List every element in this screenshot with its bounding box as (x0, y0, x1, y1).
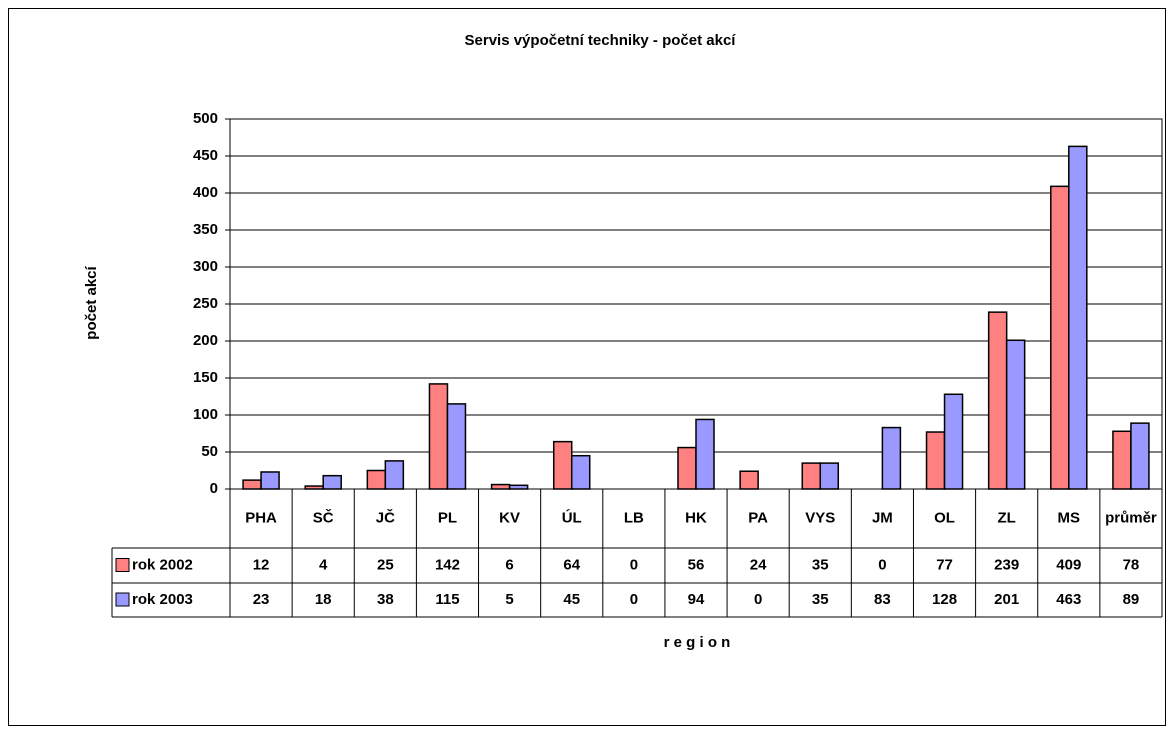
bar (260, 471, 280, 490)
table-value: 38 (377, 591, 394, 608)
bar (801, 462, 822, 490)
bar (1005, 339, 1026, 490)
x-tick-label: PL (438, 509, 457, 526)
x-axis-label: r e g i o n (664, 634, 731, 651)
bar (508, 484, 529, 490)
table-value: 0 (754, 591, 762, 608)
x-tick-label: MS (1058, 509, 1081, 526)
bar (322, 474, 342, 490)
bar (366, 469, 387, 490)
table-value: 77 (936, 556, 953, 573)
x-tick-label: ZL (998, 509, 1016, 526)
y-tick-label: 300 (193, 258, 218, 275)
x-tick-label: průměr (1105, 509, 1157, 526)
table-value: 35 (812, 556, 829, 573)
bar (987, 311, 1008, 490)
bar (925, 431, 946, 490)
bar (446, 403, 467, 490)
table-value: 12 (253, 556, 270, 573)
legend-key (115, 592, 130, 607)
table-value: 4 (319, 556, 328, 573)
y-tick-label: 350 (193, 221, 218, 238)
bar (677, 446, 697, 490)
bar (242, 479, 262, 490)
y-tick-label: 250 (193, 295, 218, 312)
x-tick-label: HK (685, 509, 707, 526)
legend-label: rok 2003 (132, 591, 193, 608)
bar (384, 460, 405, 490)
table-value: 142 (435, 556, 460, 573)
y-tick-label: 400 (193, 184, 218, 201)
table-value: 128 (932, 591, 957, 608)
table-value: 239 (994, 556, 1019, 573)
y-tick-label: 0 (210, 480, 218, 497)
x-tick-label: JČ (376, 508, 395, 526)
table-value: 89 (1123, 591, 1140, 608)
x-tick-label: ÚL (562, 508, 582, 526)
x-tick-label: PA (748, 509, 768, 526)
table-value: 463 (1056, 591, 1081, 608)
table-value: 6 (505, 556, 513, 573)
table-value: 24 (750, 556, 767, 573)
bar (1130, 422, 1150, 490)
x-tick-label: SČ (313, 508, 334, 526)
table-value: 409 (1056, 556, 1081, 573)
x-tick-label: VYS (805, 509, 835, 526)
bar (1050, 185, 1070, 490)
table-value: 83 (874, 591, 891, 608)
chart-title: Servis výpočetní techniky - počet akcí (465, 32, 737, 49)
bar (490, 483, 511, 490)
table-value: 0 (630, 556, 638, 573)
bar (1112, 430, 1132, 490)
y-tick-label: 200 (193, 332, 218, 349)
x-tick-label: LB (624, 509, 644, 526)
bar (695, 418, 715, 490)
table-value: 0 (630, 591, 638, 608)
y-axis-label: počet akcí (83, 265, 100, 339)
table-value: 201 (994, 591, 1019, 608)
y-tick-label: 100 (193, 406, 218, 423)
legend-key (115, 558, 130, 572)
bar (570, 454, 591, 490)
x-tick-label: KV (499, 509, 520, 526)
table-value: 56 (688, 556, 705, 573)
y-tick-label: 150 (193, 369, 218, 386)
table-value: 0 (878, 556, 886, 573)
bar (1068, 145, 1088, 490)
bar (819, 462, 840, 490)
table-value: 78 (1123, 556, 1140, 573)
y-tick-label: 450 (193, 147, 218, 164)
x-tick-label: JM (872, 509, 893, 526)
table-value: 35 (812, 591, 829, 608)
table-value: 23 (253, 591, 270, 608)
table-value: 94 (688, 591, 705, 608)
bar (552, 440, 573, 490)
table-value: 25 (377, 556, 394, 573)
bar (881, 426, 902, 490)
table-value: 45 (563, 591, 580, 608)
bar (304, 485, 324, 490)
x-tick-label: OL (934, 509, 955, 526)
legend-label: rok 2002 (132, 556, 193, 573)
bar (943, 393, 964, 490)
bar (739, 470, 759, 490)
bar (428, 383, 449, 490)
x-tick-label: PHA (245, 509, 277, 526)
table-value: 115 (435, 591, 459, 608)
table-value: 64 (563, 556, 580, 573)
y-tick-label: 50 (201, 443, 218, 460)
table-value: 5 (505, 591, 513, 608)
table-value: 18 (315, 591, 332, 608)
y-tick-label: 500 (193, 110, 218, 127)
